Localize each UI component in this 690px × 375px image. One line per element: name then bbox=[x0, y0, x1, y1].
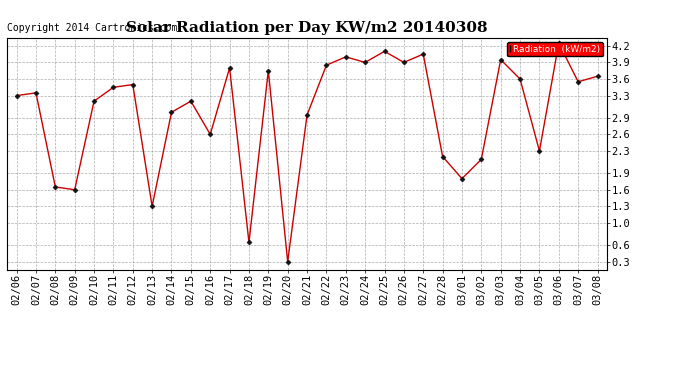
Text: Copyright 2014 Cartronics.com: Copyright 2014 Cartronics.com bbox=[7, 23, 177, 33]
Title: Solar Radiation per Day KW/m2 20140308: Solar Radiation per Day KW/m2 20140308 bbox=[126, 21, 488, 35]
Legend: Radiation  (kW/m2): Radiation (kW/m2) bbox=[507, 42, 602, 56]
